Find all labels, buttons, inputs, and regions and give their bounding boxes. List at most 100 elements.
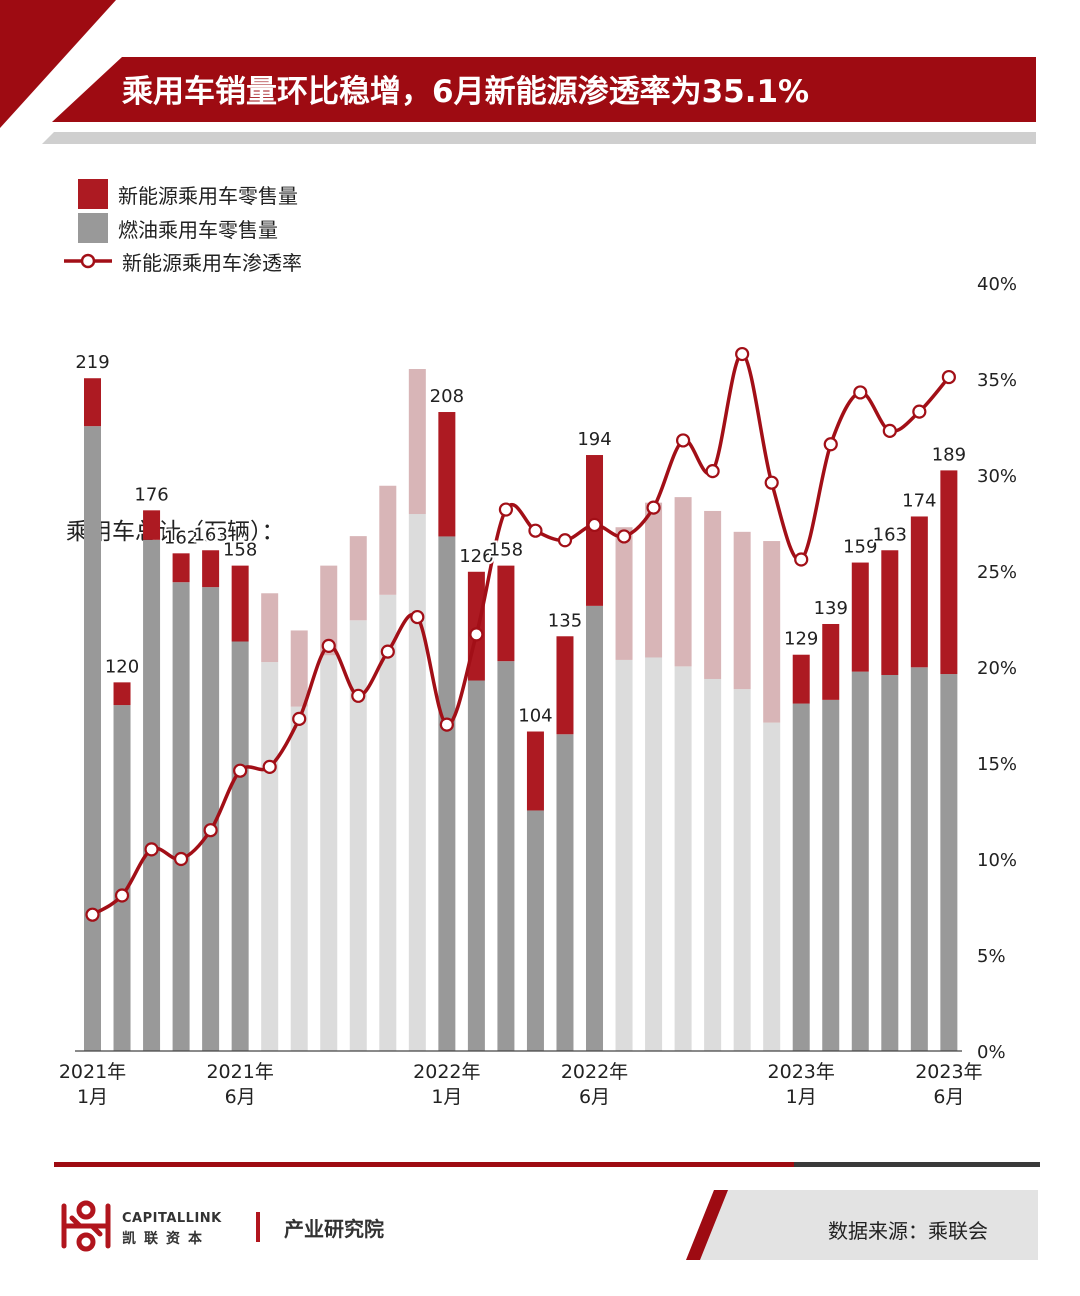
bar-nev-2023-03 (851, 562, 869, 672)
rate-point-2022-10 (705, 464, 720, 479)
bar-nev-2022-04 (526, 731, 544, 811)
x-tick-year-2022-06: 2022年 (561, 1061, 628, 1083)
x-tick-month-2022-06: 6月 (579, 1086, 610, 1108)
bar-nev-2022-10 (704, 510, 722, 679)
total-label-2022-06: 194 (577, 429, 611, 450)
bar-nev-2023-04 (881, 550, 899, 675)
x-tick-year-2021-06: 2021年 (206, 1061, 273, 1083)
total-label-2022-05: 135 (548, 610, 582, 631)
bar-fuel-2023-06 (940, 674, 958, 1051)
legend-line-marker (64, 253, 112, 269)
total-label-2021-01: 219 (75, 352, 109, 373)
rate-point-2022-09 (675, 433, 691, 448)
legend-label-nev: 新能源乘用车零售量 (118, 183, 298, 208)
rate-point-2021-06 (233, 763, 248, 778)
x-tick-month-2023-01: 1月 (786, 1086, 817, 1108)
total-label-2021-02: 120 (105, 656, 139, 677)
bar-fuel-2022-12 (763, 722, 781, 1051)
x-tick-year-2021-01: 2021年 (59, 1061, 126, 1083)
bar-fuel-2021-12 (408, 514, 426, 1051)
x-tick-month-2021-01: 1月 (77, 1086, 108, 1108)
total-label-2022-04: 104 (518, 706, 552, 727)
total-label-2023-03: 159 (843, 537, 877, 558)
total-label-2021-06: 158 (223, 540, 257, 561)
bar-fuel-2022-01 (438, 536, 456, 1051)
x-tick-year-2023-01: 2023年 (768, 1061, 835, 1083)
penetration-rate-line (91, 352, 951, 917)
total-label-2021-04: 162 (164, 527, 198, 548)
bar-nev-2022-03 (497, 565, 515, 662)
data-source: 数据来源：乘联会 (828, 1219, 988, 1243)
x-tick-year-2023-06: 2023年 (915, 1061, 982, 1083)
total-label-2023-02: 139 (814, 598, 848, 619)
capitallink-logo-icon (61, 1200, 111, 1252)
rate-point-2021-08 (292, 711, 307, 726)
bar-fuel-2021-05 (202, 587, 220, 1051)
y-right-tick-3: 15% (977, 754, 1017, 775)
rate-point-2022-05 (557, 533, 573, 548)
bar-fuel-2023-03 (851, 671, 869, 1051)
legend-item-nev: 新能源乘用车零售量 (64, 179, 298, 209)
bar-fuel-2021-08 (290, 706, 308, 1051)
bar-fuel-2022-03 (497, 661, 515, 1051)
bar-nev-2021-12 (408, 369, 426, 515)
bar-nev-2021-06 (231, 565, 249, 642)
bar-fuel-2022-02 (467, 680, 485, 1051)
legend-swatch-fuel (78, 213, 108, 243)
bar-nev-2021-05 (202, 550, 220, 588)
y-right-tick-7: 35% (977, 370, 1017, 391)
x-tick-month-2021-06: 6月 (225, 1086, 256, 1108)
rate-point-2021-03 (144, 842, 159, 857)
bar-fuel-2021-04 (172, 582, 190, 1051)
y-right-tick-4: 20% (977, 658, 1017, 679)
rate-point-2023-06 (941, 369, 956, 385)
total-label-2023-04: 163 (873, 524, 907, 545)
rate-point-2022-06 (587, 517, 602, 533)
total-label-2023-05: 174 (902, 490, 936, 511)
rate-point-2021-01 (85, 907, 100, 922)
bar-fuel-2021-07 (261, 662, 279, 1051)
total-label-2022-03: 158 (489, 540, 523, 561)
bar-fuel-2021-02 (113, 705, 131, 1051)
bar-nev-2021-08 (290, 630, 308, 707)
total-label-2022-01: 208 (430, 386, 464, 407)
bar-nev-2022-12 (763, 541, 781, 723)
bar-nev-2023-05 (910, 516, 928, 668)
bar-fuel-2022-05 (556, 734, 574, 1051)
bar-fuel-2022-07 (615, 659, 633, 1051)
bar-fuel-2023-01 (792, 703, 810, 1051)
brand-separator (256, 1212, 260, 1242)
y-right-tick-2: 10% (977, 850, 1017, 871)
bar-nev-2023-01 (792, 654, 810, 704)
bar-nev-2021-11 (379, 485, 397, 595)
rate-point-2023-03 (853, 385, 868, 400)
rate-point-2021-11 (380, 644, 395, 659)
rate-point-2022-11 (735, 346, 750, 362)
rate-point-2022-08 (646, 500, 661, 515)
rate-point-2022-01 (439, 717, 454, 732)
total-label-2021-03: 176 (134, 484, 168, 505)
brand-name-en: CAPITALLINK (122, 1211, 222, 1226)
y-right-tick-1: 5% (977, 946, 1006, 967)
rate-point-2021-09 (321, 638, 336, 653)
bar-fuel-2023-04 (881, 674, 899, 1051)
rate-point-2022-12 (764, 475, 779, 490)
y-right-tick-6: 30% (977, 466, 1017, 487)
bar-fuel-2022-09 (674, 666, 692, 1051)
bar-fuel-2021-01 (84, 426, 101, 1051)
y-right-tick-5: 25% (977, 562, 1017, 583)
corner-decoration (0, 0, 116, 128)
rate-point-2022-03 (498, 502, 514, 517)
rate-point-2021-10 (351, 688, 366, 703)
legend-swatch-nev (78, 179, 108, 209)
chart: 2191201761621631582081261581041351941291… (59, 274, 1017, 1108)
bar-fuel-2021-10 (349, 620, 367, 1051)
bar-nev-2022-01 (438, 412, 456, 537)
x-tick-month-2023-06: 6月 (933, 1086, 964, 1108)
rate-point-2023-01 (794, 552, 809, 567)
bar-nev-2021-09 (320, 565, 338, 656)
rate-point-2021-02 (114, 888, 130, 903)
bar-fuel-2022-11 (733, 689, 751, 1051)
rate-point-2022-07 (616, 529, 632, 544)
total-label-2023-06: 189 (932, 444, 966, 465)
